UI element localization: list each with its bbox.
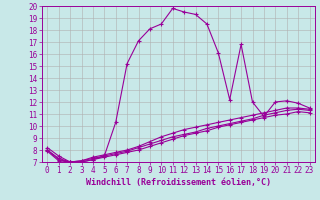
X-axis label: Windchill (Refroidissement éolien,°C): Windchill (Refroidissement éolien,°C) (86, 178, 271, 187)
